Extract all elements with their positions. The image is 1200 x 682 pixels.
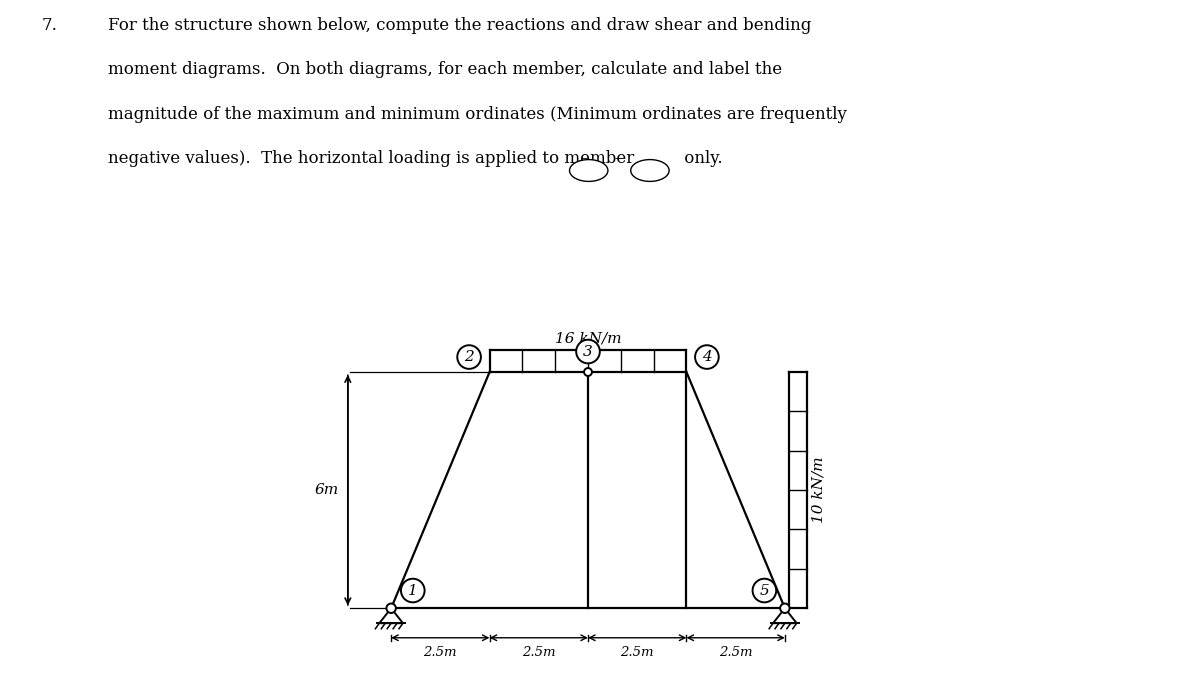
Text: 6m: 6m [314,483,340,497]
Text: 7.: 7. [42,17,58,34]
Text: magnitude of the maximum and minimum ordinates (Minimum ordinates are frequently: magnitude of the maximum and minimum ord… [108,106,847,123]
Text: 10 kN/m: 10 kN/m [811,457,826,524]
Circle shape [386,604,396,613]
Text: 2.5m: 2.5m [522,647,556,659]
Circle shape [584,368,592,376]
Circle shape [457,345,481,369]
Circle shape [780,604,790,613]
Circle shape [695,345,719,369]
Circle shape [576,340,600,364]
Text: 1: 1 [408,584,418,597]
Text: –: – [614,150,623,167]
Text: For the structure shown below, compute the reactions and draw shear and bending: For the structure shown below, compute t… [108,17,811,34]
Circle shape [752,579,776,602]
Text: 4: 4 [584,164,593,177]
Text: 2.5m: 2.5m [424,647,457,659]
Text: 3: 3 [583,344,593,359]
Text: 4: 4 [702,350,712,364]
Text: 2.5m: 2.5m [620,647,654,659]
Text: moment diagrams.  On both diagrams, for each member, calculate and label the: moment diagrams. On both diagrams, for e… [108,61,782,78]
Text: 5: 5 [760,584,769,597]
Text: 16 kN/m: 16 kN/m [554,331,622,346]
Text: only.: only. [679,150,722,167]
Circle shape [401,579,425,602]
Text: 5: 5 [646,164,654,177]
Text: 2.5m: 2.5m [719,647,752,659]
Text: negative values).  The horizontal loading is applied to member: negative values). The horizontal loading… [108,150,640,167]
Text: 2: 2 [464,350,474,364]
